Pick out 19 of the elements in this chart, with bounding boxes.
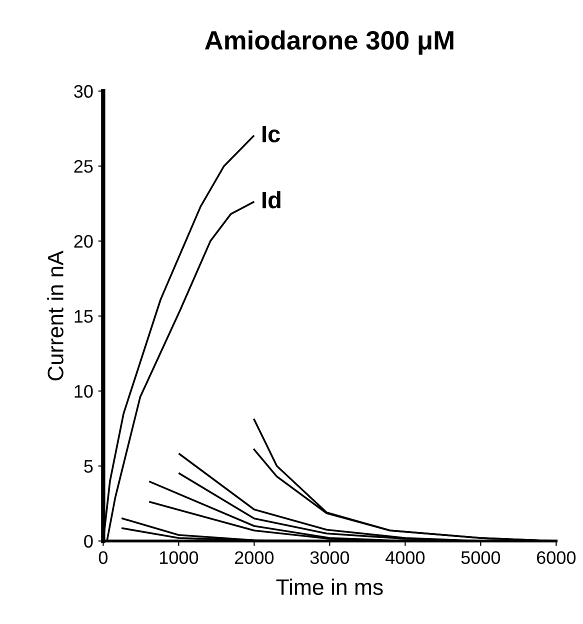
y-tick-label: 10: [74, 384, 93, 398]
y-tick-label: 15: [74, 310, 93, 323]
chart-title: Amiodarone 300 μM: [204, 30, 454, 55]
x-tick-label: 4000: [386, 551, 425, 564]
x-tick-label: 5000: [461, 551, 500, 564]
series-label: Ic: [262, 126, 280, 142]
x-axis-title: Time in ms: [276, 578, 383, 595]
y-tick-label: 5: [84, 460, 93, 473]
y-tick-label: 20: [74, 235, 93, 248]
x-tick-label: 2000: [235, 551, 274, 564]
x-tick-label: 0: [98, 551, 108, 564]
x-tick-label: 6000: [537, 551, 576, 564]
series-label: Id: [262, 191, 280, 208]
y-tick-label: 30: [74, 85, 93, 98]
x-tick-label: 3000: [310, 551, 350, 564]
x-tick-label: 1000: [160, 551, 198, 564]
y-tick-label: 0: [84, 534, 93, 548]
y-tick-label: 25: [74, 160, 93, 173]
y-axis-title: Current in nA: [47, 250, 64, 380]
